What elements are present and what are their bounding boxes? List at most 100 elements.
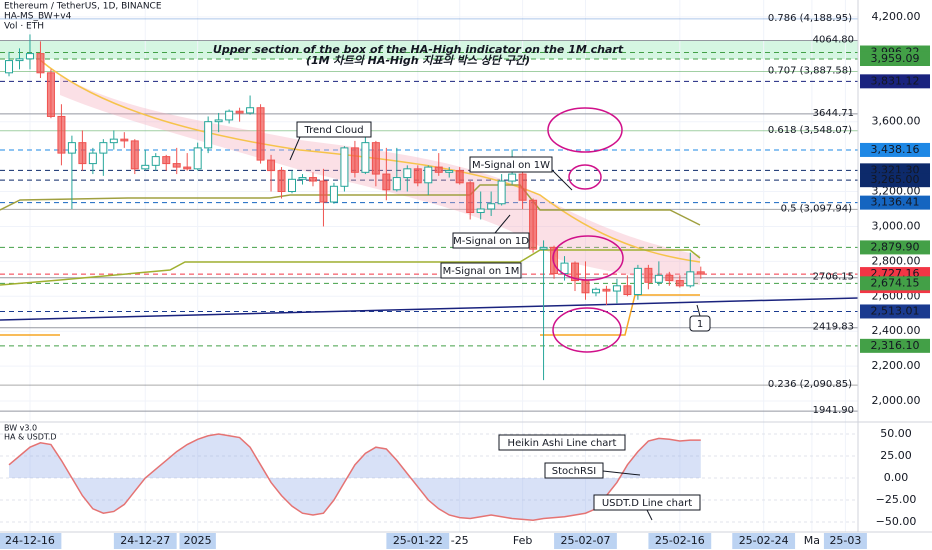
x-tick-label: 25-01-22: [393, 534, 443, 547]
candle-body: [340, 147, 349, 187]
candle-body: [277, 170, 286, 193]
candle-body: [235, 110, 244, 114]
candle-body: [696, 271, 705, 275]
x-tick-box: [386, 533, 450, 549]
candle-body: [371, 142, 380, 175]
candle-body: [193, 147, 202, 170]
callout: 1: [689, 304, 711, 332]
x-tick-label: 2025: [184, 534, 212, 547]
level-label: 4064.80: [813, 35, 854, 46]
x-tick-label: 24-12-16: [5, 534, 55, 547]
moving-average: [39, 59, 701, 263]
candle-body: [298, 177, 307, 180]
candle-body: [46, 72, 55, 117]
level-label: 2706.15: [813, 272, 854, 283]
y-tick-label: 2,200.00: [872, 359, 921, 372]
level-label: 2419.83: [813, 322, 854, 333]
price-tag-label: 2,674.15: [871, 276, 920, 289]
callout-text: Heikin Ashi Line chart: [508, 438, 617, 449]
fib-label: 0.786 (4,188.95): [768, 13, 852, 24]
callout: Heikin Ashi Line chart: [498, 434, 626, 451]
box-subtitle: (1M 차트의 HA-High 지표의 박스 상단 구간): [306, 54, 530, 67]
candle-body: [256, 107, 265, 161]
x-tick-label: 25-02-07: [561, 534, 611, 547]
box-title: Upper section of the box of the HA-High …: [213, 43, 624, 56]
callout-text: 1: [697, 319, 703, 330]
chart-title: Ethereum / TetherUS, 1D, BINANCE: [4, 2, 162, 12]
price-tag: [860, 74, 930, 89]
x-tick-box: [648, 533, 712, 549]
highlight-ellipse: [568, 164, 602, 190]
price-tag: [860, 276, 930, 291]
fib-label: 0.618 (3,548.07): [768, 125, 852, 136]
x-tick-box: [113, 533, 177, 549]
y-tick-label: 2,800.00: [872, 254, 921, 267]
highlight-ellipse: [547, 107, 623, 153]
candle-body: [120, 138, 129, 142]
x-tick-box: [0, 533, 62, 549]
callout-text: StochRSI: [552, 466, 596, 477]
candle-body: [57, 115, 66, 154]
y-tick-label: −50.00: [876, 515, 917, 528]
candle-body: [25, 53, 34, 60]
candle-body: [550, 246, 559, 275]
candle-body: [99, 142, 108, 154]
callout: M-Signal on 1W: [469, 156, 573, 191]
candle-body: [508, 173, 517, 182]
candle-body: [539, 246, 548, 250]
pane-label: BW v3.0: [4, 424, 37, 433]
candle-body: [109, 138, 118, 144]
x-tick-label: 24-12-27: [120, 534, 170, 547]
callout: M-Signal on 1M: [440, 262, 522, 279]
price-tag-label: 3,136.41: [871, 196, 920, 209]
y-tick-label: −25.00: [876, 493, 917, 506]
x-tick-label: 25-02-16: [655, 534, 705, 547]
candle-body: [392, 177, 401, 191]
candle-body: [424, 166, 433, 184]
fib-label: 0.707 (3,887.58): [768, 65, 852, 76]
candle-body: [487, 203, 496, 210]
callout: USDT.D Line chart: [593, 494, 701, 521]
y-tick-label: 4,200.00: [872, 10, 921, 23]
candle-body: [654, 274, 663, 283]
candle-body: [571, 262, 580, 282]
highlight-ellipse: [552, 235, 624, 281]
indicator-label: HA-MS_BW+v4: [4, 12, 72, 22]
candle-body: [67, 142, 76, 154]
candle-body: [602, 288, 611, 292]
fib-label: 0.5 (3,097.94): [781, 203, 853, 214]
y-tick-label: 0.00: [884, 471, 909, 484]
candle-body: [665, 274, 674, 282]
price-tag: [860, 338, 930, 353]
candle-body: [36, 53, 45, 74]
highlight-ellipse: [552, 307, 622, 353]
candle-body: [361, 142, 370, 173]
candle-body: [308, 177, 317, 182]
y-tick-label: 25.00: [880, 449, 912, 462]
candle-body: [214, 119, 223, 123]
price-tag-label: 3,438.16: [871, 143, 920, 156]
candle-body: [455, 170, 464, 184]
price-tag: [860, 142, 930, 157]
trend-line: [0, 297, 859, 321]
candle-body: [591, 288, 600, 294]
x-tick-box: [179, 533, 216, 549]
candle-body: [403, 168, 412, 179]
candle-body: [78, 142, 87, 165]
candle-body: [350, 147, 359, 173]
callout-text: M-Signal on 1W: [472, 160, 550, 171]
price-tag: [860, 240, 930, 255]
candle-body: [162, 156, 171, 165]
candle-body: [466, 182, 475, 213]
callout: Trend Cloud: [289, 121, 372, 161]
y-tick-label: 3,000.00: [872, 219, 921, 232]
price-tag-label: 3,321.30: [871, 163, 920, 176]
level-label: 1941.90: [813, 405, 854, 416]
candle-body: [633, 267, 642, 296]
candle-body: [288, 178, 297, 193]
x-tick-label: 25-02-24: [739, 534, 789, 547]
price-tag-label: 3,959.09: [871, 52, 920, 65]
y-tick-label: 3,600.00: [872, 115, 921, 128]
candle-body: [204, 121, 213, 149]
